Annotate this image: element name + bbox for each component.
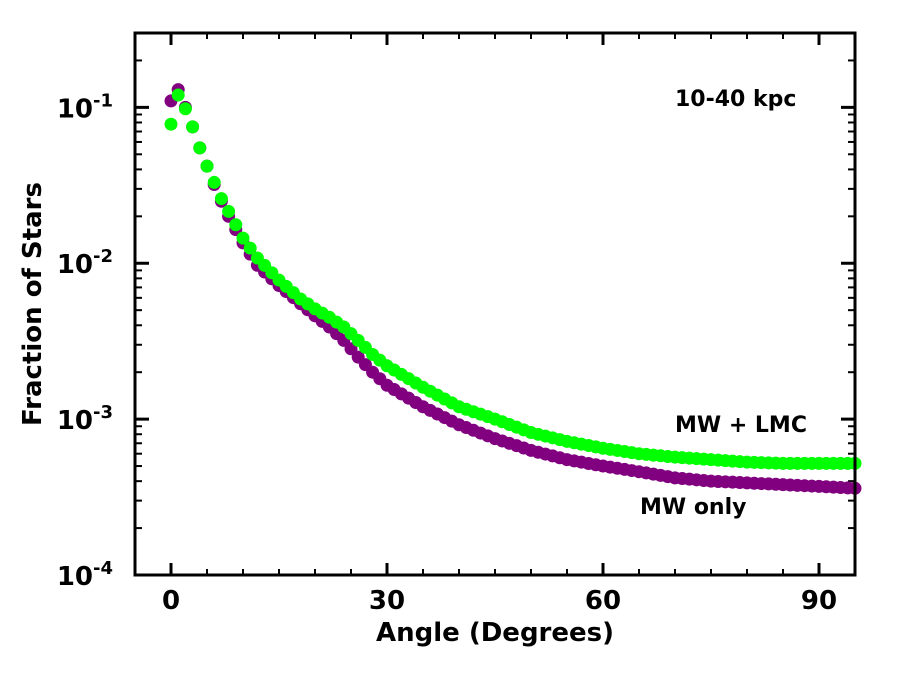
- ticks-layer: [135, 33, 855, 577]
- point-mw-lmc: [229, 218, 243, 232]
- point-mw-lmc: [200, 159, 214, 173]
- point-mw-lmc: [186, 120, 200, 134]
- series-label-mw-only: MW only: [640, 495, 746, 520]
- y-axis-label: Fraction of Stars: [18, 182, 48, 426]
- point-mw-lmc: [207, 175, 221, 189]
- y-tick-label: 10-1: [57, 90, 113, 124]
- data-points: [164, 83, 862, 495]
- x-tick-label: 90: [801, 586, 837, 616]
- plot-frame: [133, 31, 857, 577]
- point-mw-lmc: [236, 231, 250, 245]
- x-axis-label: Angle (Degrees): [376, 618, 614, 648]
- point-mw-lmc: [193, 141, 207, 155]
- point-mw-lmc: [171, 88, 185, 102]
- point-mw-lmc: [164, 117, 178, 131]
- annotation-label: 10-40 kpc: [675, 87, 796, 112]
- series-label-mw-lmc: MW + LMC: [675, 413, 807, 438]
- point-mw-lmc: [243, 241, 257, 255]
- tick-labels: 0 30 60 90 10-4 10-3 10-2 10-1: [57, 90, 837, 616]
- y-tick-label: 10-2: [57, 246, 113, 280]
- y-tick-label: 10-4: [57, 558, 113, 592]
- y-tick-label: 10-3: [57, 402, 113, 436]
- point-mw-lmc: [214, 192, 228, 206]
- point-mw-lmc: [222, 204, 236, 218]
- point-mw-lmc: [178, 102, 192, 116]
- x-tick-label: 0: [162, 586, 180, 616]
- x-tick-label: 30: [369, 586, 405, 616]
- x-tick-label: 60: [585, 586, 621, 616]
